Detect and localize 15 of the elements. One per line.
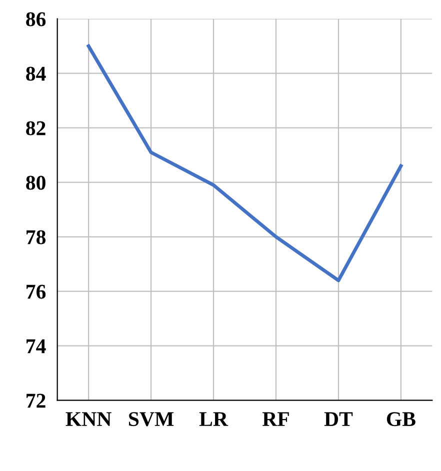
x-tick-label: RF <box>262 412 289 426</box>
x-tick-label: GB <box>386 412 416 426</box>
y-tick-label: 74 <box>26 339 46 354</box>
y-tick-label: 76 <box>26 284 46 299</box>
y-tick-label: 86 <box>26 12 46 26</box>
x-tick-label: LR <box>199 412 228 426</box>
x-tick-label: KNN <box>66 412 112 426</box>
x-tick-label: SVM <box>129 412 174 426</box>
y-tick-label: 84 <box>26 66 46 81</box>
line-series <box>86 44 403 282</box>
y-tick-label: 72 <box>26 394 46 408</box>
y-tick-label: 82 <box>26 121 46 136</box>
y-tick-label: 78 <box>26 230 46 244</box>
y-tick-label: 80 <box>26 176 46 190</box>
x-tick-label: DT <box>324 412 353 426</box>
